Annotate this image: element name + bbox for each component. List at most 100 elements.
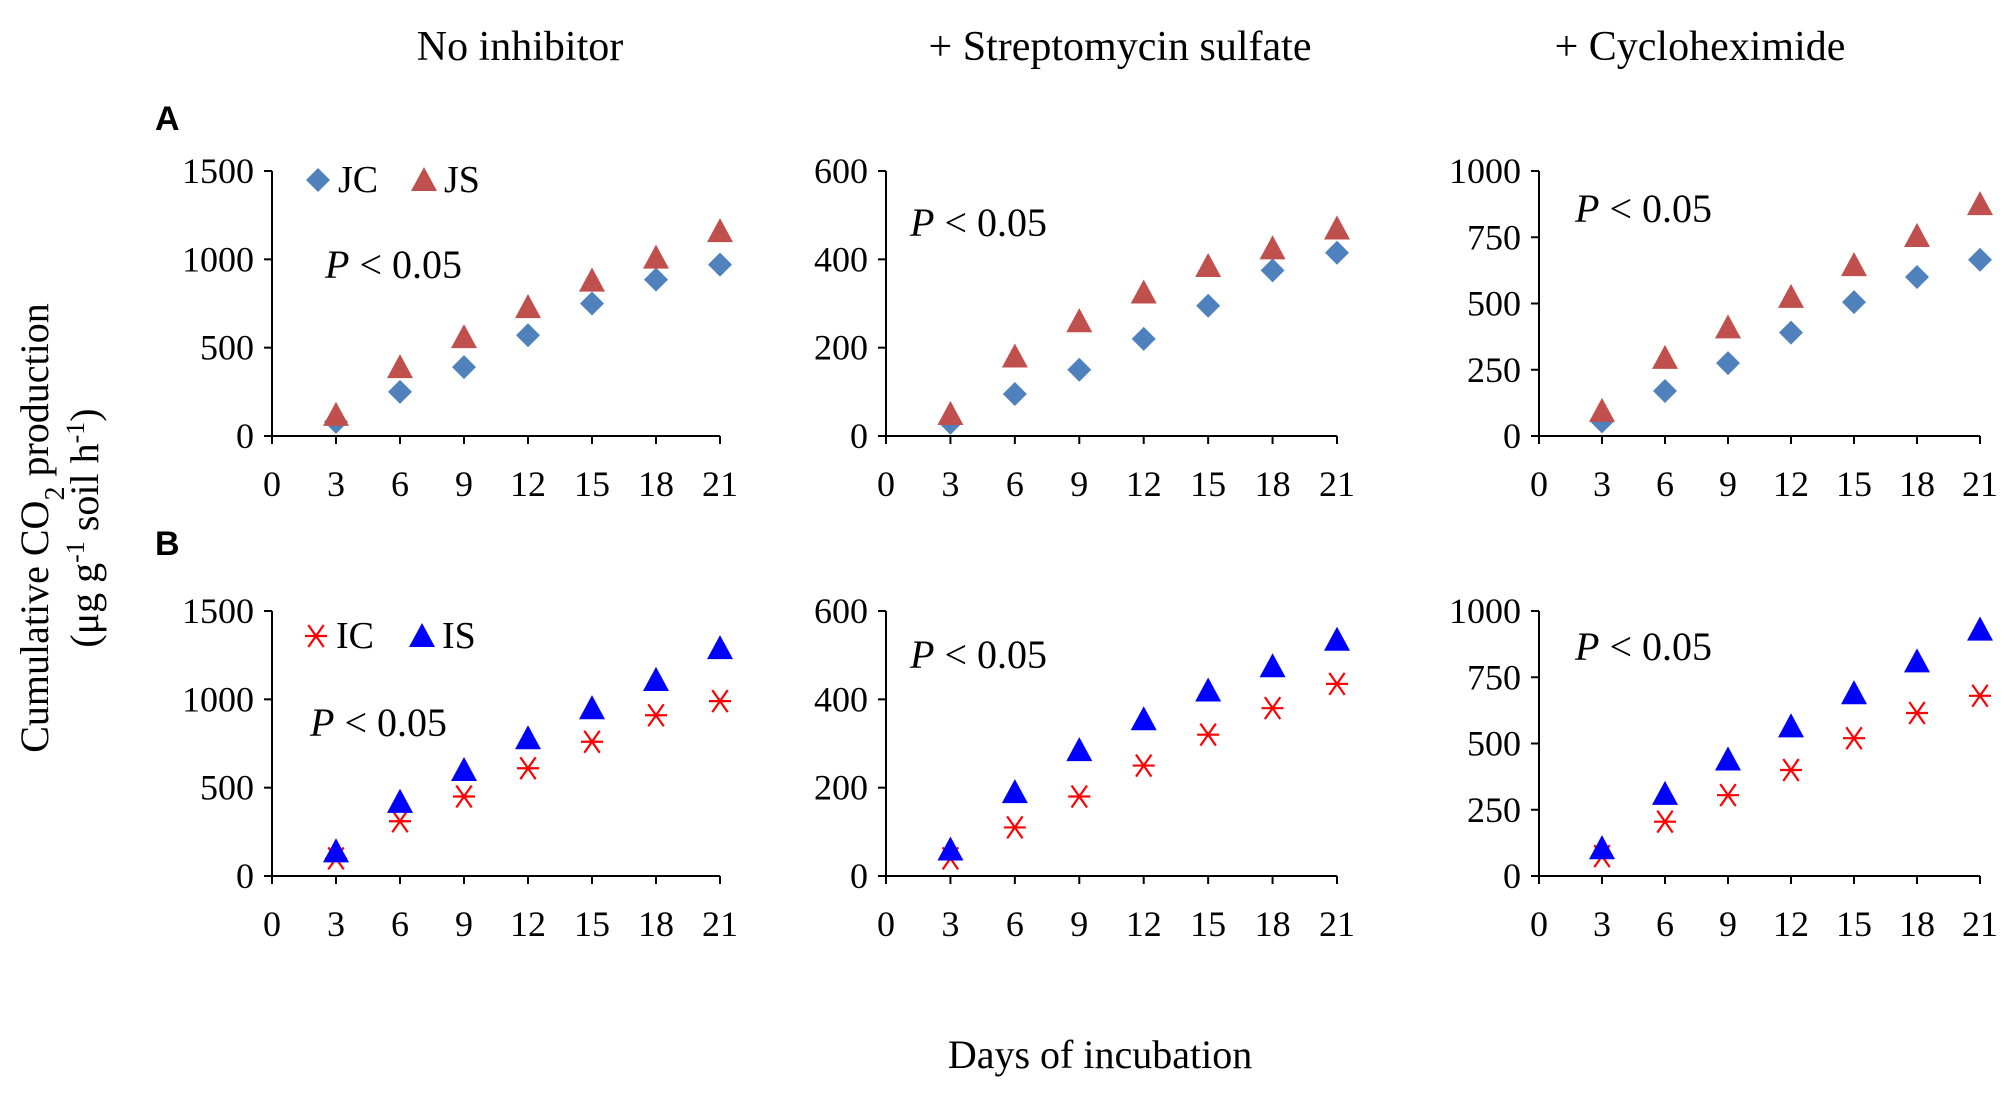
data-point-js (707, 218, 733, 243)
legend-marker-jc (306, 168, 330, 192)
y-axis-title-text: Cumulative CO (12, 501, 57, 753)
x-tick-label: 9 (455, 464, 473, 504)
legend-label-jc: JC (338, 159, 378, 201)
legend-marker-js (411, 167, 437, 192)
y-axis-unit-sup2: -1 (61, 422, 90, 444)
x-tick-label: 15 (1190, 904, 1226, 944)
data-point-js (579, 267, 605, 292)
data-point-jc (708, 252, 732, 277)
x-tick-label: 0 (1530, 464, 1548, 504)
x-tick-label: 6 (391, 904, 409, 944)
y-axis-unit-a: (μg g (62, 563, 107, 648)
data-point-ic (1132, 753, 1155, 778)
data-point-js (643, 244, 669, 269)
y-axis-unit-c: ) (62, 408, 107, 421)
data-point-is (1778, 713, 1804, 738)
data-point-js (937, 400, 964, 425)
y-tick-label: 500 (200, 328, 254, 368)
x-tick-label: 6 (391, 464, 409, 504)
data-point-ic (1326, 672, 1348, 696)
x-tick-label: 18 (638, 464, 674, 504)
data-point-js (1066, 308, 1093, 333)
x-tick-label: 3 (941, 904, 959, 944)
row-label-a: A (155, 100, 180, 138)
y-tick-label: 0 (850, 416, 868, 456)
p-rest: < 0.05 (934, 632, 1047, 677)
data-point-jc (1196, 293, 1221, 318)
data-point-ic (581, 730, 603, 754)
data-point-js (1652, 344, 1678, 369)
x-tick-label: 3 (327, 904, 345, 944)
data-point-is (1195, 677, 1222, 702)
panel-a-no-inhibitor: 0 500 1000 1500 0 3 6 9 12 15 18 21 P < 0.05 JC JS (182, 151, 738, 504)
x-tick-label: 9 (1070, 464, 1088, 504)
y-tick-label: 1000 (1449, 151, 1521, 191)
x-tick-label: 6 (1006, 464, 1024, 504)
data-point-jc (1131, 326, 1156, 351)
data-point-js (1967, 191, 1993, 216)
data-point-is (1001, 779, 1028, 804)
data-point-ic (1003, 815, 1026, 840)
data-point-ic (1261, 696, 1284, 720)
data-point-jc (388, 379, 412, 404)
p-value-annotation: P < 0.05 (909, 632, 1047, 677)
data-point-jc (516, 323, 540, 348)
data-point-ic (1197, 723, 1220, 747)
data-point-ic (1780, 758, 1802, 782)
y-tick-label: 200 (814, 328, 868, 368)
x-tick-label: 3 (1593, 464, 1611, 504)
x-tick-label: 9 (1070, 904, 1088, 944)
x-tick-label: 0 (877, 904, 895, 944)
legend-marker-ic (305, 624, 327, 648)
data-point-jc (1067, 357, 1092, 382)
x-tick-label: 3 (327, 464, 345, 504)
column-title-no-inhibitor: No inhibitor (417, 24, 624, 70)
data-point-jc (452, 355, 476, 380)
data-point-is (1589, 835, 1615, 860)
p-rest: < 0.05 (334, 700, 447, 745)
y-tick-label: 400 (814, 239, 868, 279)
x-tick-label: 6 (1656, 464, 1674, 504)
data-point-ic (1068, 784, 1091, 809)
data-point-jc (1842, 290, 1866, 315)
p-italic: P (909, 632, 934, 677)
y-tick-label: 200 (814, 768, 868, 808)
data-point-ic (1969, 684, 1991, 708)
y-tick-label: 600 (814, 151, 868, 191)
legend-label-ic: IC (336, 615, 374, 657)
y-axis-unit-sup1: -1 (61, 541, 90, 563)
x-tick-label: 18 (1899, 904, 1935, 944)
data-point-ic (517, 756, 539, 780)
x-tick-label: 18 (1255, 464, 1291, 504)
y-axis-title-text-end: production (12, 303, 57, 486)
x-tick-label: 21 (1319, 464, 1355, 504)
data-point-jc (1779, 320, 1803, 345)
data-point-js (323, 401, 349, 426)
y-tick-label: 600 (814, 591, 868, 631)
x-tick-label: 15 (1190, 464, 1226, 504)
data-point-ic (645, 703, 667, 727)
p-italic: P (309, 700, 334, 745)
y-tick-label: 1000 (182, 239, 254, 279)
panel-b-cycloheximide: 0 250 500 750 1000 0 3 6 9 12 15 18 21 P < 0.05 (1449, 591, 1998, 944)
x-tick-label: 15 (1836, 904, 1872, 944)
x-tick-label: 21 (1962, 904, 1998, 944)
y-tick-label: 500 (1467, 284, 1521, 324)
p-italic: P (1574, 186, 1599, 231)
data-point-is (387, 788, 413, 813)
y-tick-label: 0 (1503, 416, 1521, 456)
y-tick-label: 500 (200, 768, 254, 808)
data-point-is (1324, 626, 1350, 651)
data-point-jc (1716, 351, 1740, 376)
data-point-js (1001, 343, 1028, 368)
panel-a-streptomycin: 0 200 400 600 0 3 6 9 12 15 18 21 P < 0.05 (814, 151, 1355, 504)
data-point-js (1130, 279, 1157, 304)
x-tick-label: 12 (510, 464, 546, 504)
data-point-js (515, 294, 541, 319)
y-tick-label: 0 (236, 416, 254, 456)
y-tick-label: 750 (1467, 657, 1521, 697)
data-point-ic (389, 809, 411, 833)
data-point-js (1904, 222, 1930, 247)
svg-text:(μg g-1 soil h-1): (μg g-1 soil h-1) (61, 408, 108, 647)
data-point-is (1715, 746, 1741, 771)
